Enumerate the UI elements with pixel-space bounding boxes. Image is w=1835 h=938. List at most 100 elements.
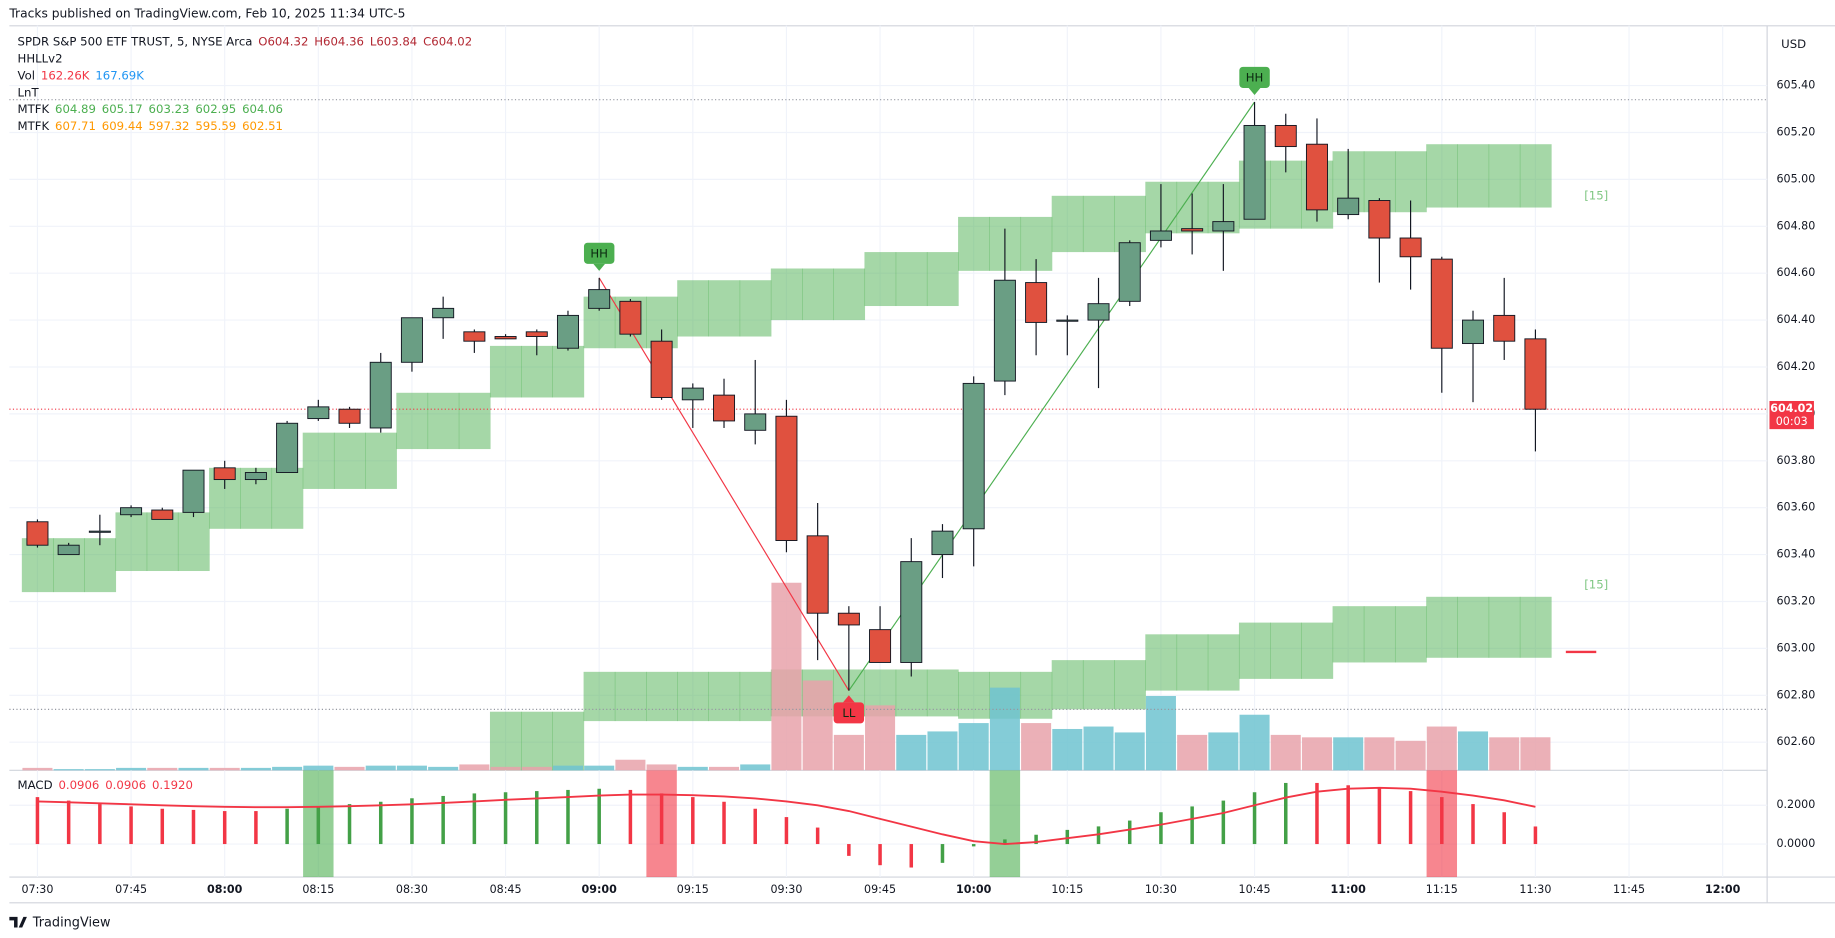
candle-body [151,509,174,520]
legend-text: 595.59 [195,119,236,133]
band-segment [489,345,522,398]
chart-title: Tracks published on TradingView.com, Feb… [8,7,405,21]
volume-bar [802,680,833,771]
y-tick-label: 605.20 [1776,125,1815,138]
band-segment [1519,596,1552,658]
band-segment [1457,596,1490,658]
band-segment [427,392,460,450]
zigzag-line [598,277,850,691]
band-segment [1457,144,1490,208]
band-segment [1426,596,1458,658]
candle-body [1493,314,1516,342]
candle-body [744,413,767,431]
band-segment [396,392,429,450]
volume-bar [1208,732,1239,771]
legend-text: H604.36 [314,35,364,49]
band-segment [677,280,710,337]
x-tick-label: 08:30 [396,883,428,896]
band-segment [926,252,959,307]
legend-text: 167.69K [95,68,144,82]
band-segment [84,538,117,593]
x-tick-label: 08:00 [207,883,243,896]
volume-bar [1021,723,1052,771]
band-segment [958,671,990,719]
volume-bar [958,723,989,771]
band-segment [177,512,210,572]
volume-bar [771,582,802,771]
volume-bar [521,766,552,771]
candle-body [713,394,736,422]
candle-body [1087,303,1110,321]
volume-bar [1426,726,1457,771]
legend-text: 602.51 [242,119,283,133]
band-segment [1363,606,1396,663]
legend-text: 162.26K [41,68,90,82]
y-tick-label: 604.80 [1776,219,1815,232]
volume-bar [1270,734,1301,771]
candle-body [1056,319,1079,322]
volume-bar [1145,695,1176,771]
x-tick-label: 10:15 [1051,883,1083,896]
candle-body [1524,338,1547,410]
candle-body [681,387,704,401]
candle-body [1430,258,1453,349]
volume-bar [833,734,864,771]
pivot-label: LL [842,706,856,720]
pivot-pointer [1248,87,1261,95]
legend-text: 597.32 [149,119,190,133]
candle-body [962,382,985,530]
band-segment [614,671,647,722]
band-segment [1051,195,1084,253]
candle-body [213,467,236,481]
y-tick-label: 602.80 [1776,688,1815,701]
macd-legend-text: MACD [18,778,53,792]
volume-bar [677,766,708,771]
volume-bar [428,766,459,771]
pivot-marker [833,702,865,724]
x-tick-label: 08:15 [302,883,334,896]
candle-body [1337,197,1360,216]
volume [22,582,1551,771]
countdown-label: 00:03 [1776,415,1808,428]
candle-body [1212,221,1235,232]
band-segment [365,432,397,489]
band-segment [1238,622,1271,679]
x-tick-label: 10:00 [956,883,992,896]
candle-body [307,406,330,420]
legend-text: 602.95 [195,102,236,116]
macd-legend-text: 0.0906 [58,778,99,792]
volume-bar [1083,726,1114,771]
band-segment [802,268,834,321]
candle-body [993,279,1016,382]
volume-bar [22,767,53,771]
candle-body [619,300,642,335]
macd-signal-line [37,786,1536,846]
volume-bar [1364,737,1395,771]
candle-body [244,472,267,481]
legend-text: LnT [18,85,40,99]
band-segment [1488,596,1521,658]
macd-legend-text: 0.1920 [152,778,193,792]
x-tick-label: 09:15 [677,883,709,896]
x-tick-label: 11:15 [1426,883,1458,896]
band-segment [583,671,616,722]
x-tick-label: 11:45 [1613,883,1645,896]
band-segment [1051,660,1084,710]
signal-highlight [989,770,1021,878]
band-segment [708,280,741,337]
x-tick-label: 07:30 [21,883,53,896]
volume-bar [584,765,615,771]
legend-text: L603.84 [370,35,417,49]
band-segment [146,512,179,572]
pivot-marker [1239,66,1270,88]
y-tick-label: 603.00 [1776,641,1815,654]
legend-text: 607.71 [55,119,96,133]
candle-body [1181,228,1204,232]
band-segment [1426,144,1458,208]
volume-bar [646,764,677,771]
legend-text: 604.06 [242,102,283,116]
candle-body [806,535,829,614]
y-tick-label: 604.40 [1776,313,1815,326]
x-tick-label: 08:45 [490,883,522,896]
